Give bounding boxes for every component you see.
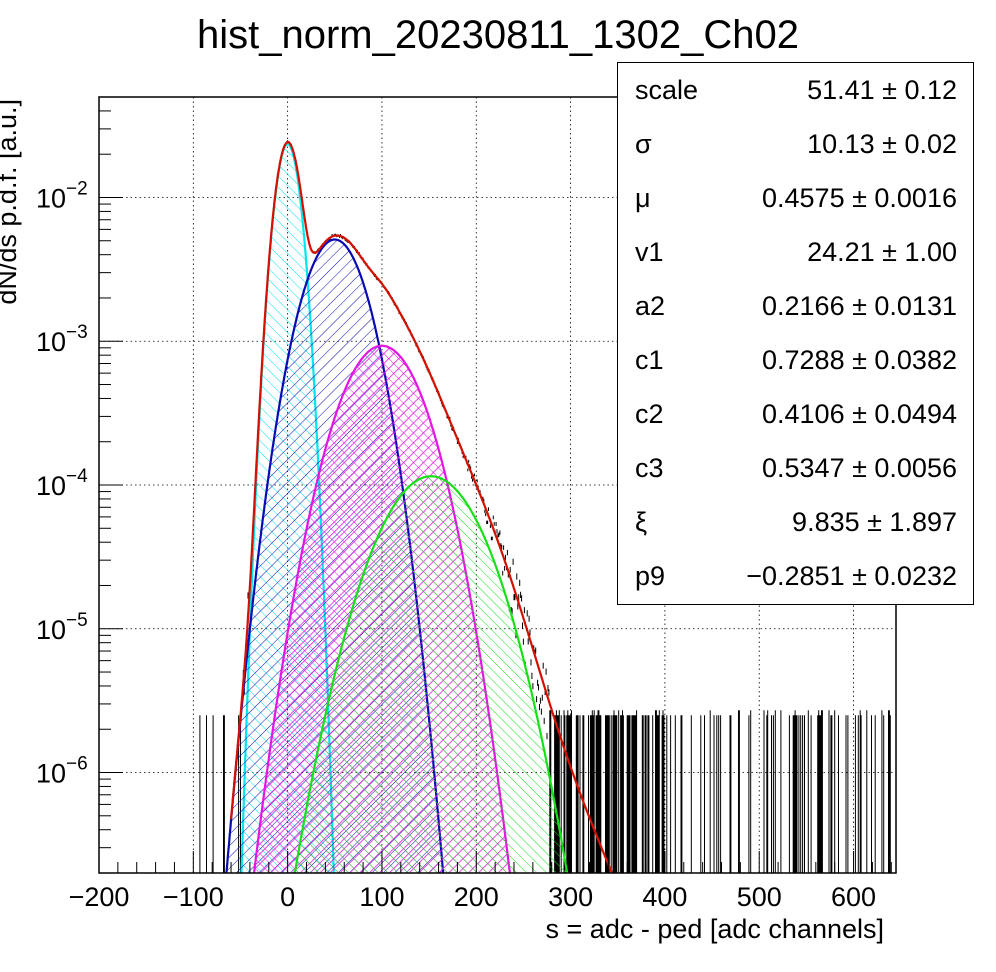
stats-param-name: c1 xyxy=(635,345,664,375)
y-tick-label: 10−3 xyxy=(36,322,88,357)
y-axis-title: dN/ds p.d.f. [a.u.] xyxy=(0,99,22,305)
stats-row: μ 0.4575 ± 0.0016 xyxy=(618,171,973,225)
y-tick-label: 10−2 xyxy=(36,178,88,213)
stats-row: a2 0.2166 ± 0.0131 xyxy=(618,279,973,333)
stats-param-name: scale xyxy=(635,75,699,105)
stats-param-value: 24.21 ± 1.00 xyxy=(807,237,957,267)
y-tick-label: 10−4 xyxy=(36,466,88,501)
x-tick-label: 500 xyxy=(737,882,782,912)
fit-statistics-box: scale 51.41 ± 0.12 σ 10.13 ± 0.02 μ 0.4575 ± … xyxy=(617,62,974,605)
x-axis-title: s = adc - ped [adc channels] xyxy=(546,914,884,944)
fit-components xyxy=(225,143,569,873)
x-tick-label: −100 xyxy=(163,882,224,912)
x-tick-label: 0 xyxy=(280,882,295,912)
stats-param-name: c3 xyxy=(635,453,664,483)
x-tick-label: 300 xyxy=(548,882,593,912)
stats-param-value: −0.2851 ± 0.0232 xyxy=(746,561,957,591)
stats-row: ξ 9.835 ± 1.897 xyxy=(618,495,973,549)
y-axis: 10−2 10−3 10−4 10−5 10−6 xyxy=(36,96,123,874)
stats-row: c1 0.7288 ± 0.0382 xyxy=(618,333,973,387)
stats-param-value: 0.2166 ± 0.0131 xyxy=(762,291,957,321)
stats-param-name: p9 xyxy=(635,561,666,591)
total-fit-curve xyxy=(229,141,614,873)
stats-param-value: 0.5347 ± 0.0056 xyxy=(762,453,957,483)
x-tick-label: 400 xyxy=(642,882,687,912)
total-fit xyxy=(229,141,614,873)
stats-param-name: ξ xyxy=(635,507,648,537)
stats-param-value: 0.4575 ± 0.0016 xyxy=(762,183,957,213)
y-tick-label: 10−6 xyxy=(36,754,88,789)
stats-param-name: μ xyxy=(635,183,651,213)
stats-row: p9 −0.2851 ± 0.0232 xyxy=(618,549,973,603)
stats-param-name: a2 xyxy=(635,291,666,321)
stats-row: σ 10.13 ± 0.02 xyxy=(618,117,973,171)
x-tick-label: 600 xyxy=(831,882,876,912)
stats-param-value: 0.7288 ± 0.0382 xyxy=(762,345,957,375)
stats-row: c3 0.5347 ± 0.0056 xyxy=(618,441,973,495)
x-tick-label: −200 xyxy=(69,882,130,912)
stats-param-value: 10.13 ± 0.02 xyxy=(807,129,957,159)
stats-param-value: 0.4106 ± 0.0494 xyxy=(762,399,957,429)
stats-row: v1 24.21 ± 1.00 xyxy=(618,225,973,279)
x-tick-label: 100 xyxy=(359,882,404,912)
chart-title: hist_norm_20230811_1302_Ch02 xyxy=(197,13,799,57)
stats-row: scale 51.41 ± 0.12 xyxy=(618,63,973,117)
component-curve-4 xyxy=(293,475,569,873)
x-axis: −200 −100 0 100 200 300 400 500 600 xyxy=(69,851,892,912)
stats-param-name: c2 xyxy=(635,399,664,429)
x-tick-label: 200 xyxy=(454,882,499,912)
stats-row: c2 0.4106 ± 0.0494 xyxy=(618,387,973,441)
y-tick-label: 10−5 xyxy=(36,610,88,645)
stats-param-value: 9.835 ± 1.897 xyxy=(792,507,957,537)
stats-param-name: σ xyxy=(635,129,652,159)
stats-param-name: v1 xyxy=(635,237,664,267)
stats-param-value: 51.41 ± 0.12 xyxy=(807,75,957,105)
